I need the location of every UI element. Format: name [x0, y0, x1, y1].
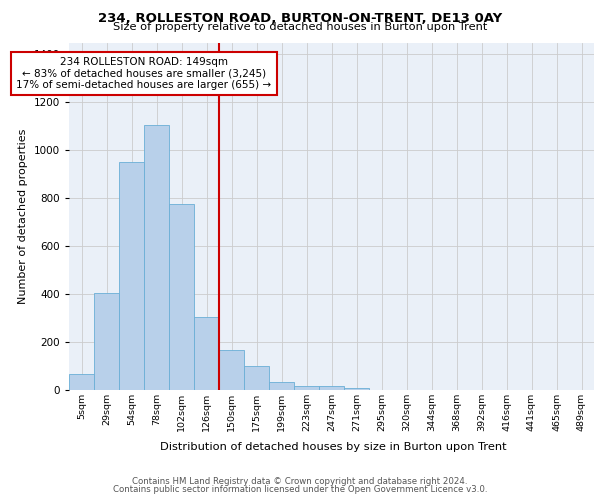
Text: Contains HM Land Registry data © Crown copyright and database right 2024.: Contains HM Land Registry data © Crown c…: [132, 477, 468, 486]
Text: 234 ROLLESTON ROAD: 149sqm
← 83% of detached houses are smaller (3,245)
17% of s: 234 ROLLESTON ROAD: 149sqm ← 83% of deta…: [16, 57, 272, 90]
Text: 234, ROLLESTON ROAD, BURTON-ON-TRENT, DE13 0AY: 234, ROLLESTON ROAD, BURTON-ON-TRENT, DE…: [98, 12, 502, 24]
Bar: [269, 382, 294, 390]
Bar: [69, 374, 94, 390]
Bar: [219, 350, 244, 390]
Bar: [119, 162, 144, 390]
Bar: [169, 204, 194, 390]
Bar: [144, 125, 169, 390]
Bar: [94, 293, 119, 390]
Text: Distribution of detached houses by size in Burton upon Trent: Distribution of detached houses by size …: [160, 442, 506, 452]
Text: Contains public sector information licensed under the Open Government Licence v3: Contains public sector information licen…: [113, 484, 487, 494]
Y-axis label: Number of detached properties: Number of detached properties: [18, 128, 28, 304]
Bar: [344, 388, 369, 390]
Bar: [244, 366, 269, 390]
Bar: [319, 386, 344, 390]
Text: Size of property relative to detached houses in Burton upon Trent: Size of property relative to detached ho…: [113, 22, 487, 32]
Bar: [294, 386, 319, 390]
Bar: [194, 317, 219, 390]
